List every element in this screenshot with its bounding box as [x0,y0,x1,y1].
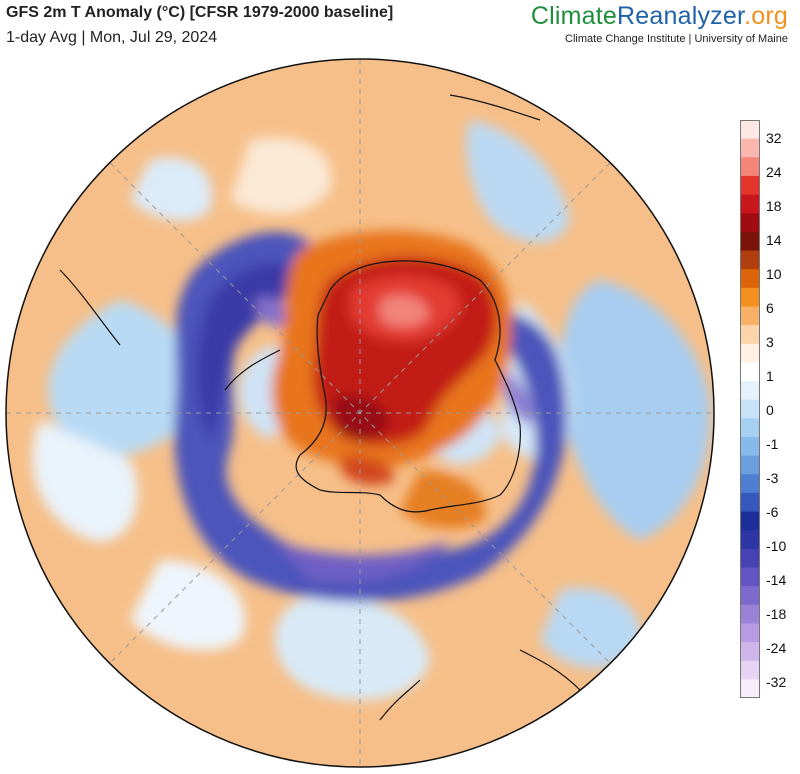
legend-swatch [740,381,760,401]
legend-outline [740,120,760,698]
legend-swatch [740,231,760,252]
legend-label: 6 [766,300,774,316]
legend-label: 24 [766,164,782,180]
legend-swatch [740,194,760,214]
legend-swatch [740,120,760,140]
legend-swatch [740,175,760,196]
anomaly-field [6,59,714,767]
logo-part-climate: Climate [530,2,618,30]
legend-swatch [740,287,760,308]
coastlines [59,94,581,721]
legend-swatch [740,679,760,698]
logo-part-reanalyzer: Reanalyzer [617,2,745,30]
climate-reanalyzer-logo[interactable]: ClimateReanalyzer.org [531,2,788,31]
legend-swatch [740,138,760,158]
legend-swatch [740,362,760,382]
legend-swatch [740,213,760,233]
legend-label: -6 [766,504,779,520]
legend-swatch [740,492,760,513]
color-legend-bar [740,120,760,698]
legend-label: 0 [766,402,774,418]
legend-label: -24 [766,640,787,656]
legend-swatch [740,325,760,345]
credit-line: Climate Change Institute | University of… [565,33,788,45]
legend-label: 18 [766,198,782,214]
legend-swatch [740,157,760,177]
legend-label: -3 [766,470,779,486]
legend-label: 10 [766,266,782,282]
legend-label: -1 [766,436,779,452]
legend-swatch [740,474,760,494]
globe-outline [5,58,715,768]
legend-swatch [740,418,760,438]
legend-label: 3 [766,334,774,350]
graticule-lines [6,59,714,767]
legend-swatch [740,455,760,475]
legend-swatch [740,511,760,531]
legend-swatch [740,548,760,569]
legend-swatch [740,436,760,457]
legend-swatch [740,343,760,363]
legend-label: -32 [766,674,787,690]
legend-label: -14 [766,572,787,588]
legend-swatch [740,250,760,270]
legend-swatch [740,567,760,587]
polar-anomaly-map [5,58,715,768]
legend-swatch [740,530,760,550]
logo-part-org: .org [744,2,788,30]
legend-swatch [740,604,760,625]
legend-label: 32 [766,130,782,146]
legend-swatch [740,399,760,419]
legend-label: 1 [766,368,774,384]
legend-swatch [740,269,760,289]
legend-swatch [740,586,760,606]
legend-label: 14 [766,232,782,248]
legend-label: -10 [766,538,787,554]
legend-swatch [740,306,760,326]
legend-swatch [740,642,760,662]
legend-swatch [740,623,760,643]
legend-label: -18 [766,606,787,622]
legend-swatch [740,660,760,680]
map-title: GFS 2m T Anomaly (°C) [CFSR 1979-2000 ba… [6,4,394,21]
map-subtitle: 1-day Avg | Mon, Jul 29, 2024 [6,29,218,46]
